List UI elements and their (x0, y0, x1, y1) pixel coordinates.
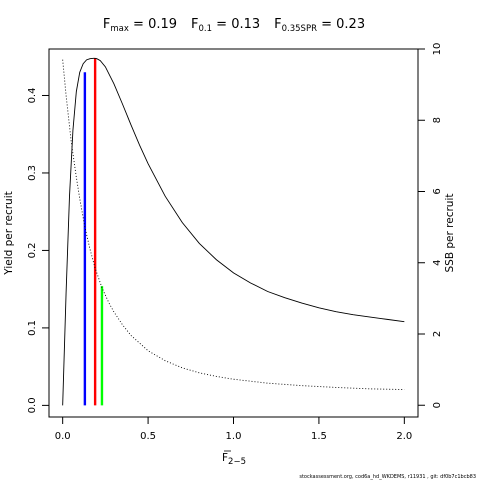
y-right-tick-label: 10 (432, 43, 443, 56)
y-axis-left-label: Yield per recruit (3, 191, 15, 275)
y-left-tick-label: 0.4 (27, 88, 38, 104)
x-tick-label: 0.0 (55, 431, 71, 442)
f01-subscript: 0.1 (199, 24, 213, 34)
y-left-tick-label: 0.2 (27, 242, 38, 258)
x-axis-label-main: F (222, 452, 228, 464)
reference-lines (83, 58, 104, 406)
plot-frame (48, 48, 419, 418)
y-axis-right: 0 2 4 6 8 10 (418, 43, 443, 408)
x-tick-label: 0.5 (140, 431, 156, 442)
ssb-per-recruit-line (62, 59, 405, 391)
x-tick-label: 1.0 (226, 431, 242, 442)
series-group (62, 57, 405, 406)
footer-text: stockassessment.org, cod6a_hd_WKDEMS, r1… (299, 474, 476, 480)
f35spr-value: = 0.23 (317, 17, 365, 32)
y-left-tick-label: 0.0 (27, 397, 38, 413)
x-tick-label: 2.0 (396, 431, 412, 442)
fmax-subscript: max (110, 24, 129, 34)
y-right-tick-label: 8 (432, 117, 443, 123)
chart-title: Fmax = 0.19 F0.1 = 0.13 F0.35SPR = 0.23 (103, 17, 365, 34)
fmax-value: = 0.19 (129, 17, 177, 32)
f35spr-subscript: 0.35SPR (282, 24, 317, 34)
x-axis-label-subscript: 2−5 (228, 457, 246, 467)
y-right-tick-label: 0 (432, 402, 443, 408)
y-right-tick-label: 4 (432, 260, 443, 266)
x-axis-label: F2−5 (222, 452, 246, 467)
yield-per-recruit-line (62, 57, 405, 406)
f35spr-symbol: F (274, 17, 281, 32)
x-tick-label: 1.5 (311, 431, 327, 442)
f01-value: = 0.13 (212, 17, 260, 32)
y-axis-right-label: SSB per recruit (444, 194, 456, 273)
f01-symbol: F (191, 17, 198, 32)
fmax-symbol: F (103, 17, 110, 32)
y-left-tick-label: 0.3 (27, 165, 38, 181)
y-left-tick-label: 0.1 (27, 320, 38, 336)
y-axis-left: 0.0 0.1 0.2 0.3 0.4 (27, 88, 49, 413)
y-right-tick-label: 2 (432, 331, 443, 337)
x-axis: 0.0 0.5 1.0 1.5 2.0 (55, 416, 412, 442)
y-right-tick-label: 6 (432, 188, 443, 194)
